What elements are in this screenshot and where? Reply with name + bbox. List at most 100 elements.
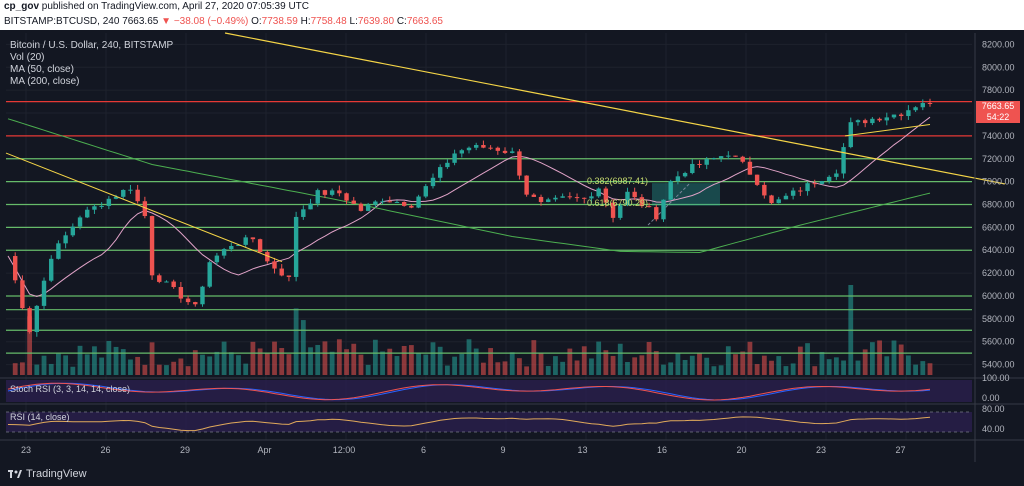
x-tick-label: 26 [100,445,110,455]
volume-bar [351,343,357,375]
volume-bar [574,360,580,375]
countdown-tag: 54:22 [976,112,1020,123]
volume-bar [293,308,299,375]
volume-bar [524,366,530,375]
candles [13,98,933,337]
axes [0,33,1024,462]
legend-volume[interactable]: Vol (20) [10,52,45,63]
volume-bar [236,355,241,375]
candle-body [380,201,385,203]
candle-body [221,249,227,256]
volume-bar [408,345,414,375]
candle-body [365,204,371,211]
rsi-band [6,412,972,432]
candle-body [690,163,695,174]
volume-bar [286,354,292,375]
candle-body [502,150,508,153]
candle-body [135,189,140,202]
volume-bar [603,350,609,375]
volume-bar [437,346,443,375]
volume-bar [754,364,760,375]
fib-label: 0.618(6790.29) [587,198,648,208]
candle-body [632,191,637,198]
ma200-line [7,118,931,254]
tradingview-logo-icon[interactable] [8,468,22,478]
candle-body [452,153,457,163]
x-tick-label: 13 [577,445,587,455]
volume-bar [401,345,407,375]
candle-body [596,188,601,197]
volume-bar [423,354,429,375]
candle-body [870,118,875,124]
candle-body [142,201,148,217]
candle-body [531,194,537,197]
chart-legend: Bitcoin / U.S. Dollar, 240, BITSTAMP Vol… [10,40,173,88]
volume-bar [27,316,33,375]
volume-bar [668,362,674,375]
volume-bar [380,351,385,375]
candle-body [618,205,623,218]
candle-body [920,102,925,108]
candle-body [315,190,320,204]
volume-bar [826,359,832,375]
candle-body [351,200,356,204]
volume-bar [891,340,897,375]
fib-label: 0.382(6987.41) [587,176,648,186]
candle-body [697,163,702,165]
candle-body [236,244,241,247]
tradingview-brand[interactable]: TradingView [26,468,87,480]
volume-bar [329,351,335,375]
candle-body [157,275,162,282]
candle-body [149,216,155,276]
candle-body [85,209,90,218]
author-name[interactable]: cp_gov [4,1,40,12]
candle-body [171,281,176,288]
volume-bar [92,346,97,375]
legend-ma200[interactable]: MA (200, close) [10,76,80,87]
legend-ma50[interactable]: MA (50, close) [10,64,74,75]
candle-body [812,183,817,185]
candle-body [34,305,40,333]
candle-body [661,199,666,220]
volume-bar [553,356,558,375]
volume-bar [243,363,249,375]
volume-bar [596,341,602,375]
candle-body [113,196,119,199]
candle-body [344,193,349,201]
volume-bar [581,346,587,375]
candle-body [733,155,738,157]
candle-body [769,195,774,204]
candle-body [63,235,68,244]
candle-body [790,190,796,196]
candle-body [553,197,558,200]
publish-info: published on TradingView.com, April 27, … [41,1,310,12]
trendline-ascending [844,123,931,137]
candle-body [358,203,364,211]
volume-bar [632,357,638,375]
candle-body [77,217,83,227]
candle-body [574,197,580,199]
volume-bar [711,366,717,375]
volume-bar [164,365,169,375]
candle-body [128,189,133,191]
volume-bar [812,366,818,375]
candle-body [322,190,328,195]
candle-body [510,151,515,153]
candle-body [582,197,587,199]
volume-bar [358,354,364,375]
volume-bar [279,348,285,375]
candle-body [49,258,54,281]
candle-body [819,180,825,184]
volume-bar [869,342,875,375]
volume-bar [344,349,349,375]
candle-body [898,114,904,117]
volume-bar [394,356,400,375]
y-tick-label: 5600.00 [982,337,1015,347]
x-tick-label: Apr [257,445,271,455]
candle-body [495,147,501,151]
candle-body [92,206,97,210]
volume-bar [135,356,141,375]
y-tick-label: 7800.00 [982,85,1015,95]
down-triangle-icon: ▼ [161,16,172,27]
